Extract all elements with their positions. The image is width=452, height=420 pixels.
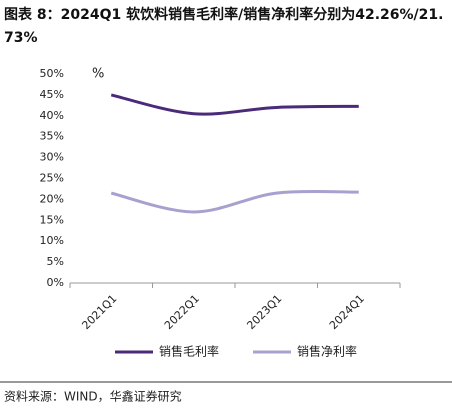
series-line (110, 189, 359, 214)
legend-label: 销售毛利率 (159, 344, 219, 359)
y-tick-label: 25% (40, 172, 64, 185)
x-tick-label: 2022Q1 (162, 292, 202, 332)
y-unit: % (92, 67, 104, 82)
y-tick-label: 0% (47, 276, 64, 289)
y-tick-label: 30% (40, 151, 64, 164)
y-tick-label: 45% (40, 88, 64, 101)
legend-label: 销售净利率 (297, 344, 357, 359)
y-tick-label: 15% (40, 213, 64, 226)
y-tick-label: 5% (47, 255, 64, 268)
y-tick-label: 35% (40, 130, 64, 143)
y-tick-label: 50% (40, 67, 64, 80)
chart-title: 图表 8：2024Q1 软饮料销售毛利率/销售净利率分别为42.26%/21.7… (4, 7, 444, 46)
x-tick-label: 2024Q1 (327, 292, 367, 332)
x-tick-label: 2023Q1 (244, 292, 284, 332)
x-tick-label: 2021Q1 (79, 292, 119, 332)
series-line (110, 93, 359, 116)
source: 资料来源：WIND，华鑫证券研究 (4, 389, 182, 404)
y-tick-label: 10% (40, 234, 64, 247)
y-tick-label: 40% (40, 109, 64, 122)
y-tick-label: 20% (40, 192, 64, 205)
